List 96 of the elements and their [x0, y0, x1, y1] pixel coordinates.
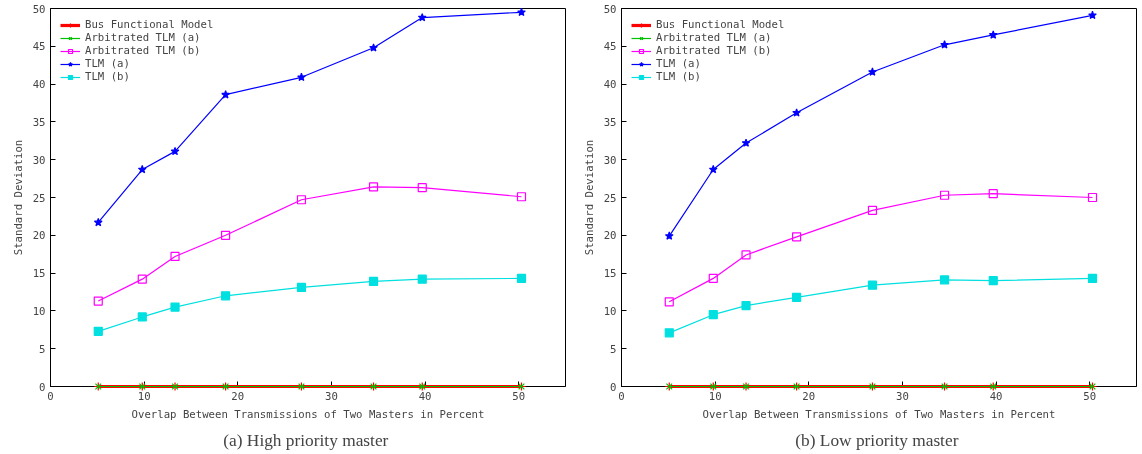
x-tick-label: 40 — [418, 389, 432, 403]
point — [296, 282, 307, 293]
y-axis-title: Standard Deviation — [582, 139, 596, 256]
point — [170, 251, 180, 262]
point — [297, 72, 306, 82]
legend-label: Arbitrated TLM (b) — [656, 44, 772, 57]
point — [988, 30, 998, 39]
x-tick-label: 30 — [895, 389, 909, 403]
point — [170, 302, 180, 312]
point — [516, 273, 527, 283]
point — [792, 232, 802, 242]
legend-label: Arbitrated TLM (a) — [656, 31, 772, 44]
point — [868, 67, 877, 76]
point — [741, 250, 751, 260]
y-tick-label: 40 — [603, 78, 617, 92]
point — [221, 90, 230, 99]
x-axis-title: Overlap Between Transmissions of Two Masters in Percent — [702, 407, 1056, 421]
x-tick-label: 50 — [512, 389, 526, 403]
point — [988, 276, 998, 286]
point — [137, 164, 147, 174]
y-tick-label: 30 — [603, 153, 617, 167]
point — [741, 301, 751, 311]
y-tick-label: 5 — [610, 342, 617, 356]
y-tick-label: 0 — [610, 380, 617, 394]
y-tick-label: 10 — [603, 304, 617, 318]
point — [867, 280, 878, 290]
point — [708, 273, 718, 283]
y-axis-title: Standard Deviation — [11, 139, 25, 256]
point — [368, 182, 379, 192]
x-tick-label: 40 — [989, 389, 1003, 403]
y-tick-label: 35 — [603, 115, 617, 129]
legend-label: Arbitrated TLM (a) — [85, 31, 201, 44]
y-tick-label: 10 — [32, 304, 46, 318]
point — [93, 326, 103, 336]
y-tick-label: 25 — [603, 191, 617, 205]
y-tick-label: 30 — [32, 153, 46, 167]
point — [1088, 10, 1097, 20]
point — [221, 291, 231, 301]
y-tick-label: 25 — [32, 191, 46, 205]
y-tick-label: 45 — [603, 40, 617, 54]
legend-label: Bus Functional Model — [85, 18, 214, 31]
y-tick-label: 0 — [39, 380, 46, 394]
y-tick-label: 50 — [603, 2, 617, 16]
legend-label: TLM (b) — [656, 70, 701, 83]
y-tick-label: 5 — [39, 342, 46, 356]
point — [708, 164, 718, 174]
x-tick-label: 10 — [137, 389, 151, 403]
y-tick-label: 45 — [32, 40, 46, 54]
point — [93, 296, 103, 306]
legend-label: TLM (a) — [85, 57, 130, 70]
point — [1087, 192, 1098, 203]
point — [664, 231, 674, 240]
point — [369, 43, 378, 52]
point — [988, 189, 998, 199]
y-tick-label: 50 — [32, 2, 46, 16]
x-tick-label: 30 — [324, 389, 338, 403]
y-tick-label: 35 — [32, 115, 46, 129]
x-axis-title: Overlap Between Transmissions of Two Masters in Percent — [131, 407, 485, 421]
point — [792, 108, 801, 117]
point — [221, 230, 231, 240]
text: (b) Low priority master — [795, 430, 959, 450]
point — [940, 40, 949, 49]
point — [939, 190, 950, 200]
point — [137, 274, 147, 284]
point — [368, 276, 379, 287]
point — [296, 195, 307, 205]
y-tick-label: 20 — [603, 229, 617, 243]
legend-label: TLM (a) — [656, 57, 701, 70]
x-tick-label: 50 — [1083, 389, 1097, 403]
point — [517, 7, 526, 17]
point — [741, 138, 751, 147]
point — [516, 192, 527, 202]
point — [708, 310, 718, 320]
point — [664, 328, 674, 338]
legend-label: Arbitrated TLM (b) — [85, 44, 201, 57]
point — [792, 292, 802, 302]
y-tick-label: 15 — [32, 267, 46, 281]
y-tick-label: 20 — [32, 229, 46, 243]
point — [417, 12, 427, 22]
point — [664, 297, 674, 307]
y-tick-label: 15 — [603, 267, 617, 281]
x-tick-label: 20 — [231, 389, 245, 403]
point — [93, 217, 103, 227]
point — [137, 312, 147, 322]
y-tick-label: 40 — [32, 78, 46, 92]
point — [1087, 273, 1098, 283]
legend-label: TLM (b) — [85, 70, 130, 83]
point — [417, 183, 427, 193]
text: (a) High priority master — [223, 430, 389, 450]
point — [939, 275, 950, 285]
point — [867, 205, 878, 215]
x-tick-label: 10 — [708, 389, 722, 403]
x-tick-label: 20 — [802, 389, 816, 403]
point — [417, 274, 427, 284]
legend-label: Bus Functional Model — [656, 18, 785, 31]
point — [170, 146, 180, 156]
